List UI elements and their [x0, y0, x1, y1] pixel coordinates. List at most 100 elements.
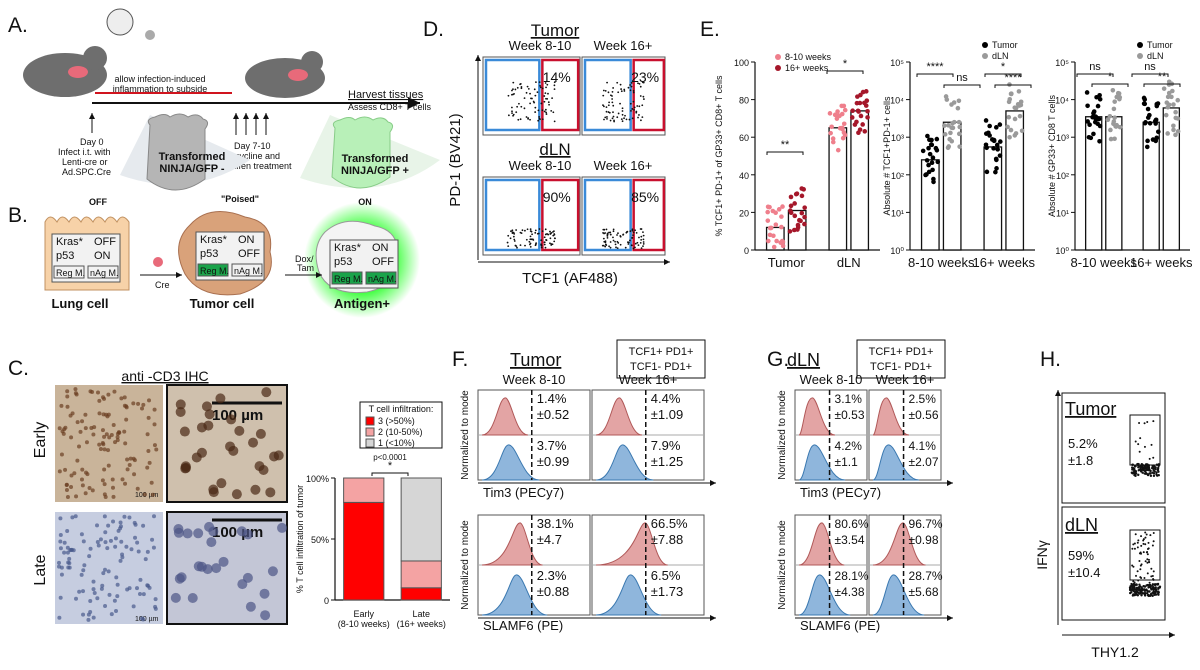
event-dot: [612, 104, 615, 107]
y-tick-label: 40: [739, 171, 749, 181]
jitter-dot: [832, 112, 838, 118]
jitter-dot: [802, 214, 807, 220]
event-dot: [1152, 570, 1155, 573]
gate-percent: ±0.56: [909, 408, 939, 422]
event-dot: [612, 87, 615, 89]
event-dot: [1137, 466, 1140, 469]
jitter-dot: [1008, 91, 1014, 97]
nucleus: [145, 549, 150, 554]
event-dot: [614, 240, 616, 243]
gene-label: OFF: [94, 236, 116, 248]
axis-label: SLAMF6 (PE): [800, 618, 880, 633]
jitter-dot: [1007, 134, 1012, 140]
axis-label: TCF1 (AF488): [522, 270, 618, 287]
jitter-dot: [1169, 94, 1174, 100]
nucleus: [74, 596, 79, 601]
gate-percent: 4.2%: [835, 439, 863, 453]
event-dot: [1157, 586, 1160, 590]
event-dot: [1133, 472, 1136, 475]
event-dot: [1157, 463, 1161, 466]
legend-entry: 16+ weeks: [785, 63, 829, 73]
nucleus: [129, 547, 134, 552]
nucleus: [88, 546, 93, 551]
event-dot: [519, 82, 522, 85]
jitter-dot: [1111, 106, 1117, 112]
y-axis-label: % TCF1+ PD-1+ of GP33+ CD8+ T cells: [714, 75, 724, 237]
annotation: doxycycline and: [216, 151, 280, 161]
nucleus: [69, 435, 74, 440]
jitter-dot: [780, 243, 786, 249]
nucleus: [83, 412, 88, 417]
legend-entry: TCF1+ PD1+: [869, 346, 934, 358]
nucleus: [151, 545, 156, 550]
event-dot: [607, 104, 610, 107]
gate-percent: 4.1%: [909, 439, 937, 453]
significance: p<0.0001: [373, 453, 407, 462]
nucleus: [120, 555, 125, 560]
jitter-dot: [802, 205, 807, 210]
nucleus: [122, 514, 127, 519]
nucleus: [105, 546, 110, 551]
event-dot: [612, 115, 615, 118]
jitter-dot: [1108, 136, 1114, 142]
week-label: Week 16+: [594, 158, 653, 173]
event-dot: [1138, 583, 1141, 586]
scale-label: 100 µm: [135, 492, 159, 499]
event-dot: [544, 228, 547, 231]
annotation: Day 7-10: [234, 141, 271, 151]
jitter-dot: [788, 194, 794, 200]
event-dot: [525, 238, 528, 241]
event-dot: [608, 111, 611, 114]
event-dot: [1152, 469, 1155, 472]
jitter-dot: [1145, 115, 1151, 120]
event-dot: [638, 82, 641, 85]
event-dot: [1138, 422, 1141, 425]
lung-cell: [146, 113, 209, 191]
event-dot: [639, 241, 642, 244]
event-dot: [623, 90, 626, 92]
nucleus: [91, 587, 96, 592]
event-dot: [601, 244, 604, 247]
nucleus: [69, 547, 74, 552]
event-dot: [630, 109, 632, 112]
jitter-dot: [855, 94, 860, 99]
nucleus: [106, 523, 111, 528]
event-dot: [546, 83, 549, 86]
gate-percent: ±0.88: [537, 584, 569, 599]
gene-segment: [197, 263, 229, 277]
jitter-dot: [828, 130, 833, 136]
legend-entry: Tumor: [992, 40, 1018, 50]
nucleus: [57, 469, 62, 474]
nucleus: [112, 389, 117, 394]
event-dot: [604, 89, 607, 92]
event-dot: [639, 95, 642, 97]
jitter-dot: [792, 213, 798, 219]
event-dot: [1143, 464, 1146, 467]
nucleus: [211, 563, 222, 574]
event-dot: [1131, 468, 1134, 471]
event-dot: [642, 231, 644, 234]
jitter-dot: [1108, 127, 1113, 133]
gate-percent: 23%: [631, 69, 659, 85]
event-dot: [640, 119, 642, 122]
event-dot: [602, 89, 605, 92]
nucleus: [119, 539, 124, 544]
event-dot: [1137, 586, 1141, 589]
gate-percent: ±10.4: [1068, 565, 1100, 580]
nucleus: [204, 521, 215, 532]
event-dot: [616, 234, 618, 236]
nucleus: [179, 426, 190, 437]
nucleus: [70, 411, 75, 416]
event-dot: [624, 246, 627, 249]
jitter-dot: [1016, 89, 1022, 94]
histogram: [595, 397, 643, 436]
jitter-dot: [830, 139, 836, 145]
bar: [983, 146, 1003, 251]
event-dot: [1151, 594, 1154, 598]
event-dot: [1146, 558, 1149, 561]
plot-frame: [1061, 506, 1166, 621]
gene-label: Reg M.: [200, 266, 229, 276]
event-dot: [523, 107, 526, 110]
jitter-dot: [779, 224, 784, 230]
nucleus: [124, 405, 129, 410]
